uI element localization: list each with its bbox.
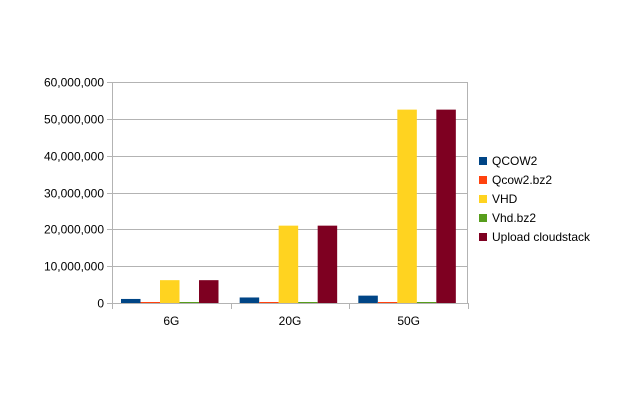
- legend-label: Upload cloudstack: [492, 230, 591, 244]
- legend-item: Vhd.bz2: [479, 211, 536, 225]
- legend-item: Qcow2.bz2: [479, 173, 552, 187]
- legend-swatch: [479, 176, 487, 184]
- legend-label: Qcow2.bz2: [492, 173, 552, 187]
- legend-item: QCOW2: [479, 154, 538, 168]
- legend-swatch: [479, 195, 487, 203]
- legend-label: Vhd.bz2: [492, 211, 536, 225]
- bar: [278, 225, 299, 303]
- x-tick-label: 50G: [397, 314, 420, 328]
- bar: [140, 302, 160, 303]
- x-tick-label: 20G: [279, 314, 302, 328]
- bar: [199, 280, 219, 303]
- legend-label: VHD: [492, 192, 518, 206]
- bar: [160, 280, 180, 303]
- bar: [436, 109, 456, 303]
- bar: [397, 109, 417, 303]
- y-tick-label: 60,000,000: [44, 76, 104, 90]
- x-tick-label: 6G: [163, 314, 179, 328]
- y-tick-label: 30,000,000: [44, 187, 104, 201]
- bar: [239, 297, 260, 303]
- bar: [377, 302, 398, 303]
- bar: [416, 302, 437, 303]
- bar: [121, 298, 141, 303]
- y-tick-label: 40,000,000: [44, 150, 104, 164]
- legend-swatch: [479, 214, 487, 222]
- axes: [112, 82, 468, 304]
- bar: [317, 225, 338, 303]
- bar: [298, 302, 318, 303]
- legend-item: VHD: [479, 192, 518, 206]
- y-tick-label: 50,000,000: [44, 113, 104, 127]
- bar: [179, 302, 199, 303]
- y-tick-label: 20,000,000: [44, 223, 104, 237]
- legend: QCOW2 Qcow2.bz2 VHD Vhd.bz2 Upload cloudstac…: [479, 154, 591, 244]
- bar: [259, 302, 279, 303]
- legend-label: QCOW2: [492, 154, 538, 168]
- legend-swatch: [479, 233, 487, 241]
- y-tick-label: 10,000,000: [44, 260, 104, 274]
- y-tick-label: 0: [97, 297, 104, 311]
- legend-swatch: [479, 157, 487, 165]
- y-axis-ticks: 0 10,000,000 20,000,000 30,000,000 40,000,00…: [44, 76, 112, 311]
- bars: [121, 109, 456, 303]
- bar: [358, 295, 378, 303]
- x-axis-ticks: 6G 20G 50G: [112, 303, 469, 328]
- legend-item: Upload cloudstack: [479, 230, 591, 244]
